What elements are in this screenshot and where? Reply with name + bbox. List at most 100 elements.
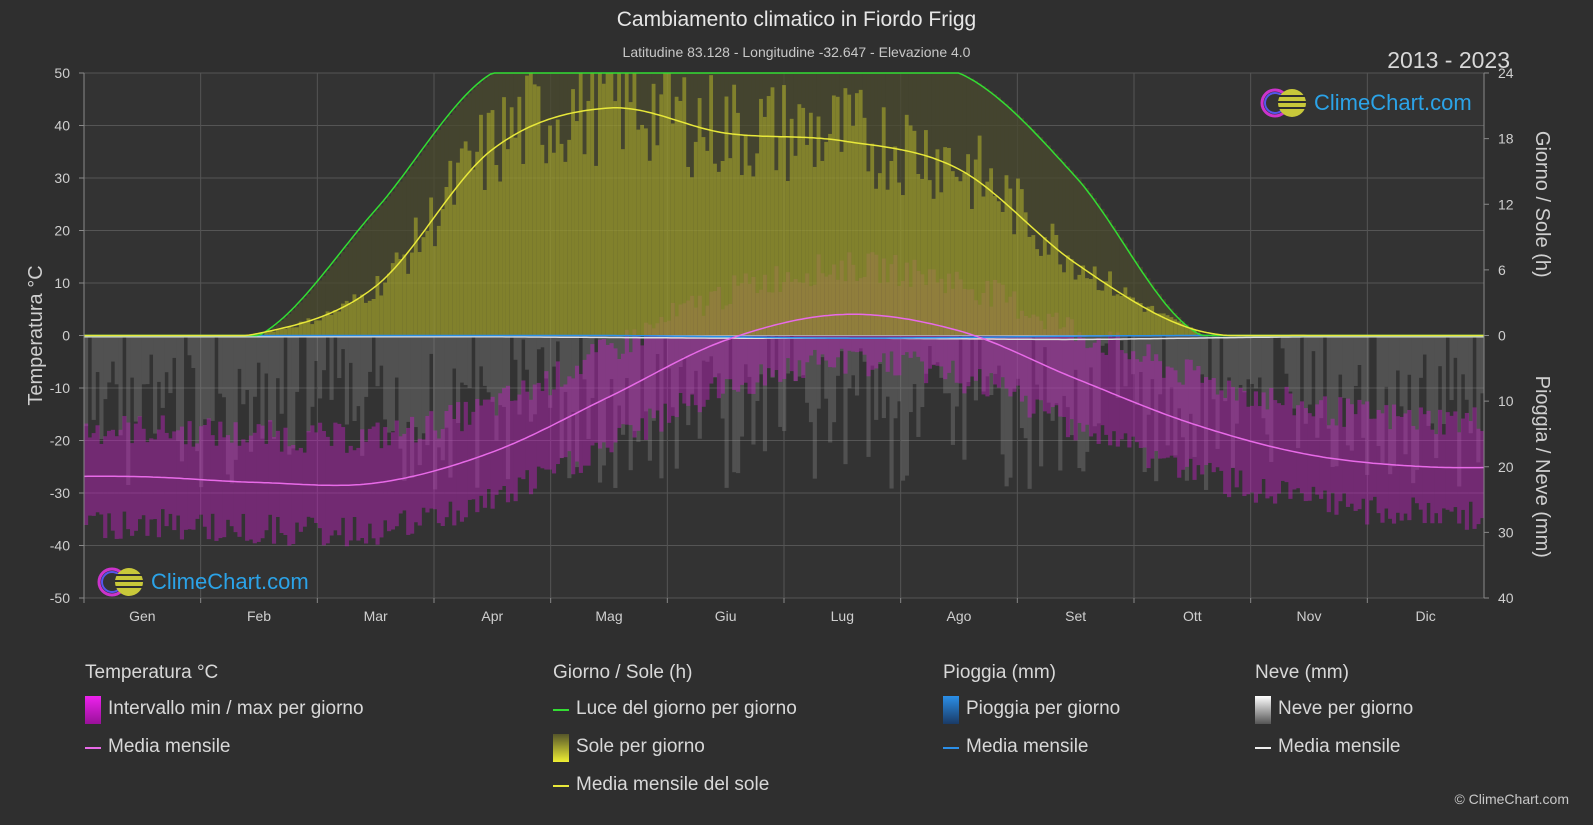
temp-range-bar bbox=[582, 359, 587, 466]
snow-bar bbox=[571, 335, 576, 412]
sunshine-bar bbox=[820, 160, 825, 336]
temp-range-bar bbox=[1426, 410, 1431, 503]
sunshine-bar bbox=[908, 125, 913, 336]
daylight-bar bbox=[360, 227, 365, 336]
daylight-bar bbox=[1058, 157, 1063, 336]
logo-top[interactable]: ClimeChart.com bbox=[1258, 86, 1472, 120]
legend-label: Sole per giorno bbox=[576, 736, 705, 757]
snow-bar bbox=[1468, 335, 1473, 434]
temp-range-bar bbox=[1411, 425, 1416, 498]
temp-range-bar bbox=[314, 432, 319, 523]
temp-range-bar bbox=[417, 438, 422, 526]
temp-range-bar bbox=[195, 443, 200, 519]
snow-bar bbox=[1265, 335, 1270, 435]
sunshine-bar bbox=[1100, 290, 1105, 336]
sunshine-bar bbox=[586, 100, 591, 336]
sunshine-bar bbox=[808, 112, 814, 336]
snow-bar bbox=[912, 335, 917, 385]
snow-bar bbox=[851, 335, 856, 376]
snow-bar bbox=[1096, 335, 1101, 424]
snow-bar bbox=[1253, 335, 1258, 389]
temp-range-bar bbox=[233, 422, 238, 533]
temp-range-bar bbox=[344, 452, 349, 547]
temp-range-swatch bbox=[85, 696, 101, 724]
snow-bar bbox=[651, 335, 656, 421]
daylight-bar bbox=[1119, 237, 1124, 336]
snow-bar bbox=[1131, 335, 1136, 375]
snow-bar bbox=[1092, 335, 1097, 427]
temp-range-bar bbox=[433, 430, 438, 510]
snow-bar bbox=[390, 335, 395, 432]
sunshine-bar bbox=[682, 77, 687, 336]
y-left-tick-label: -10 bbox=[50, 380, 70, 396]
sunshine-bar bbox=[1177, 321, 1182, 336]
snow-bar bbox=[107, 335, 112, 383]
snow-bar bbox=[456, 335, 461, 424]
snow-bar bbox=[866, 335, 871, 457]
temp-range-bar bbox=[494, 415, 499, 495]
temp-range-bar bbox=[456, 402, 461, 511]
temp-range-bar bbox=[1154, 354, 1159, 452]
x-tick-label: Gen bbox=[129, 608, 155, 624]
daylight-bar bbox=[1031, 129, 1036, 336]
daylight-bar bbox=[348, 242, 353, 336]
daylight-bar bbox=[417, 155, 422, 336]
daylight-bar bbox=[1142, 272, 1147, 336]
snow-bar bbox=[1391, 335, 1397, 467]
sunshine-bar bbox=[390, 263, 395, 336]
temp-range-bar bbox=[130, 443, 135, 536]
daylight-bar bbox=[1104, 214, 1109, 336]
x-tick-label: Apr bbox=[481, 608, 503, 624]
sunshine-bar bbox=[1169, 317, 1174, 336]
snow-bar bbox=[989, 335, 994, 396]
temp-range-bar bbox=[1127, 359, 1132, 448]
temp-range-bar bbox=[360, 429, 365, 538]
daylight-bar bbox=[1088, 192, 1094, 336]
snow-bar bbox=[164, 335, 169, 373]
sunshine-bar bbox=[371, 298, 376, 336]
sunshine-bar bbox=[824, 141, 829, 336]
sunshine-bar bbox=[1180, 323, 1186, 336]
snow-bar bbox=[1223, 335, 1228, 402]
temp-range-bar bbox=[141, 428, 146, 516]
snow-bar bbox=[498, 335, 503, 406]
snow-bar bbox=[275, 335, 280, 379]
snow-bar bbox=[897, 335, 902, 402]
legend-sun-title: Giorno / Sole (h) bbox=[553, 662, 693, 683]
temp-range-bar bbox=[375, 422, 380, 545]
sunshine-bar bbox=[521, 163, 526, 336]
snow-bar bbox=[1349, 335, 1354, 451]
temp-range-bar bbox=[329, 445, 334, 536]
snow-bar bbox=[1054, 335, 1059, 404]
snow-bar bbox=[1069, 335, 1074, 436]
daylight-bar bbox=[1069, 170, 1074, 336]
temp-range-bar bbox=[620, 353, 626, 425]
logo-bottom[interactable]: ClimeChart.com bbox=[95, 565, 309, 599]
legend-rain: Pioggia (mm) Pioggia per giorno Media me… bbox=[943, 662, 1120, 774]
temp-range-bar bbox=[1476, 428, 1481, 525]
sunshine-bar bbox=[916, 174, 921, 336]
sunshine-bar bbox=[697, 98, 702, 336]
snow-bar bbox=[1353, 335, 1358, 386]
sunshine-bar bbox=[1088, 279, 1094, 336]
daylight-bar bbox=[1127, 249, 1132, 336]
snow-bar bbox=[931, 335, 936, 365]
snow-bar bbox=[1077, 335, 1082, 469]
snow-bar bbox=[479, 335, 484, 367]
snow-bar bbox=[172, 335, 177, 358]
sunshine-bar bbox=[1131, 297, 1136, 336]
temp-range-bar bbox=[567, 376, 572, 452]
temp-range-bar bbox=[1311, 416, 1316, 487]
temp-range-bar bbox=[1430, 429, 1435, 524]
sunshine-bar bbox=[574, 121, 580, 336]
sunshine-bar bbox=[352, 294, 357, 336]
temp-range-bar bbox=[1211, 378, 1216, 473]
daylight-bar bbox=[1073, 174, 1078, 336]
temp-range-bar bbox=[1326, 425, 1331, 513]
snow-bar bbox=[924, 335, 929, 374]
sunshine-bar bbox=[1115, 294, 1120, 336]
sunshine-bar bbox=[509, 107, 514, 336]
temp-range-bar bbox=[536, 382, 541, 467]
temp-range-bar bbox=[168, 438, 173, 514]
sunshine-bar bbox=[816, 116, 821, 336]
